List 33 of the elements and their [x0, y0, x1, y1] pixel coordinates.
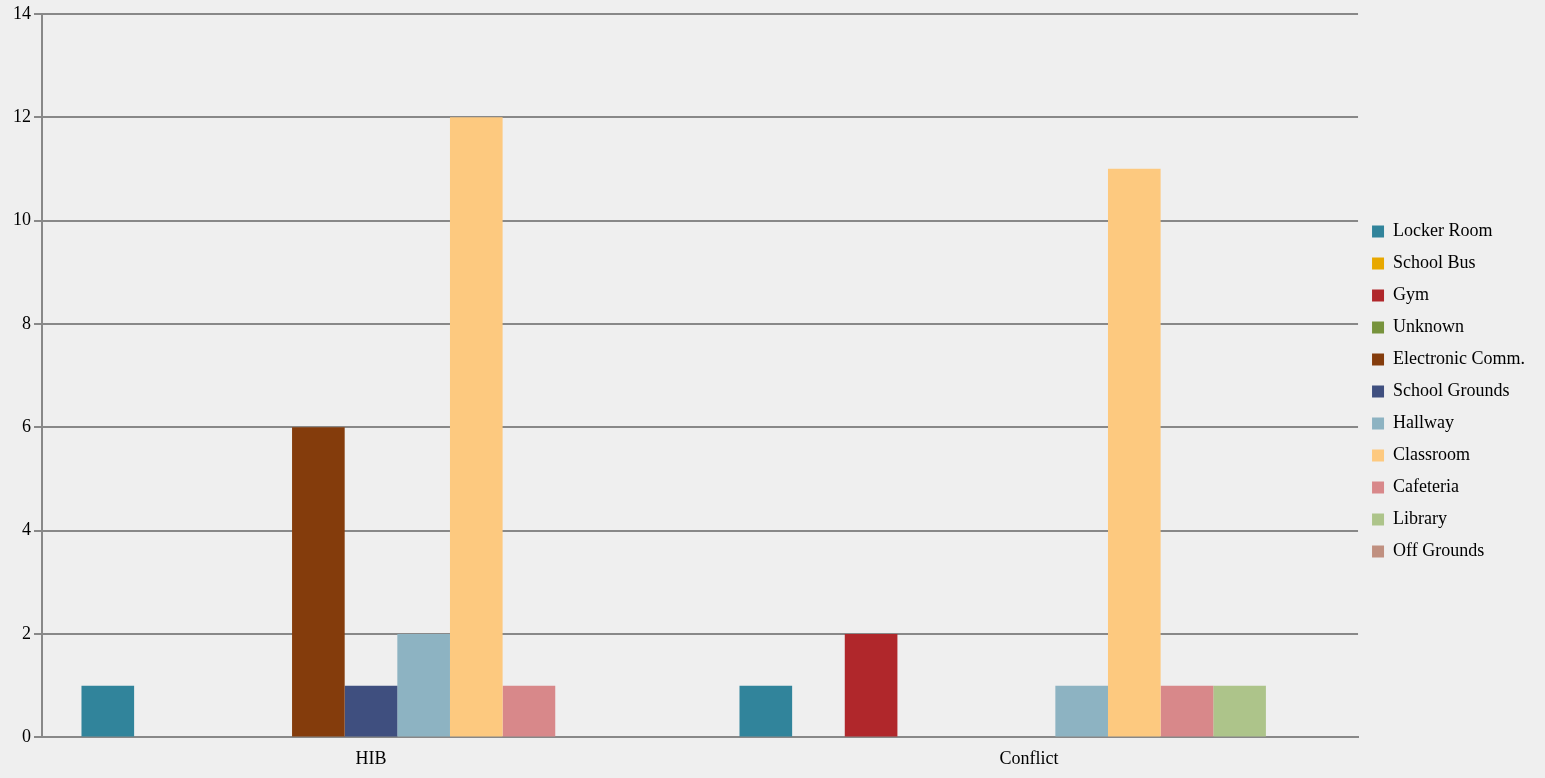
legend-label: Unknown — [1393, 316, 1465, 337]
bar — [397, 634, 450, 737]
bar — [1107, 168, 1161, 737]
y-tick-label: 0 — [22, 726, 31, 747]
bar — [292, 427, 345, 737]
legend-label: Electronic Comm. — [1393, 348, 1525, 369]
bar — [1055, 685, 1108, 737]
bar — [1213, 685, 1266, 737]
legend-label: Gym — [1393, 284, 1430, 305]
legend-label: Locker Room — [1393, 220, 1493, 241]
legend-label: Classroom — [1393, 444, 1471, 465]
legend-label: Cafeteria — [1393, 476, 1459, 497]
bar — [1160, 685, 1214, 737]
bar — [739, 685, 793, 737]
bar — [81, 685, 135, 737]
y-tick-label: 12 — [13, 105, 31, 126]
y-tick-label: 2 — [22, 622, 31, 643]
bar — [344, 685, 398, 737]
legend-label: Library — [1393, 508, 1448, 529]
bar — [844, 634, 898, 737]
bar — [502, 685, 556, 737]
x-tick-label: HIB — [355, 747, 387, 768]
x-tick-label: Conflict — [999, 747, 1059, 768]
legend-label: School Grounds — [1393, 380, 1510, 401]
y-tick-label: 6 — [22, 416, 31, 437]
y-tick-label: 14 — [13, 2, 31, 23]
legend-label: Hallway — [1393, 412, 1455, 433]
y-tick-label: 8 — [22, 312, 31, 333]
bar — [449, 117, 503, 737]
y-tick-label: 10 — [13, 209, 31, 230]
legend-label: School Bus — [1393, 252, 1476, 273]
legend-label: Off Grounds — [1393, 540, 1485, 561]
y-tick-label: 4 — [22, 519, 31, 540]
